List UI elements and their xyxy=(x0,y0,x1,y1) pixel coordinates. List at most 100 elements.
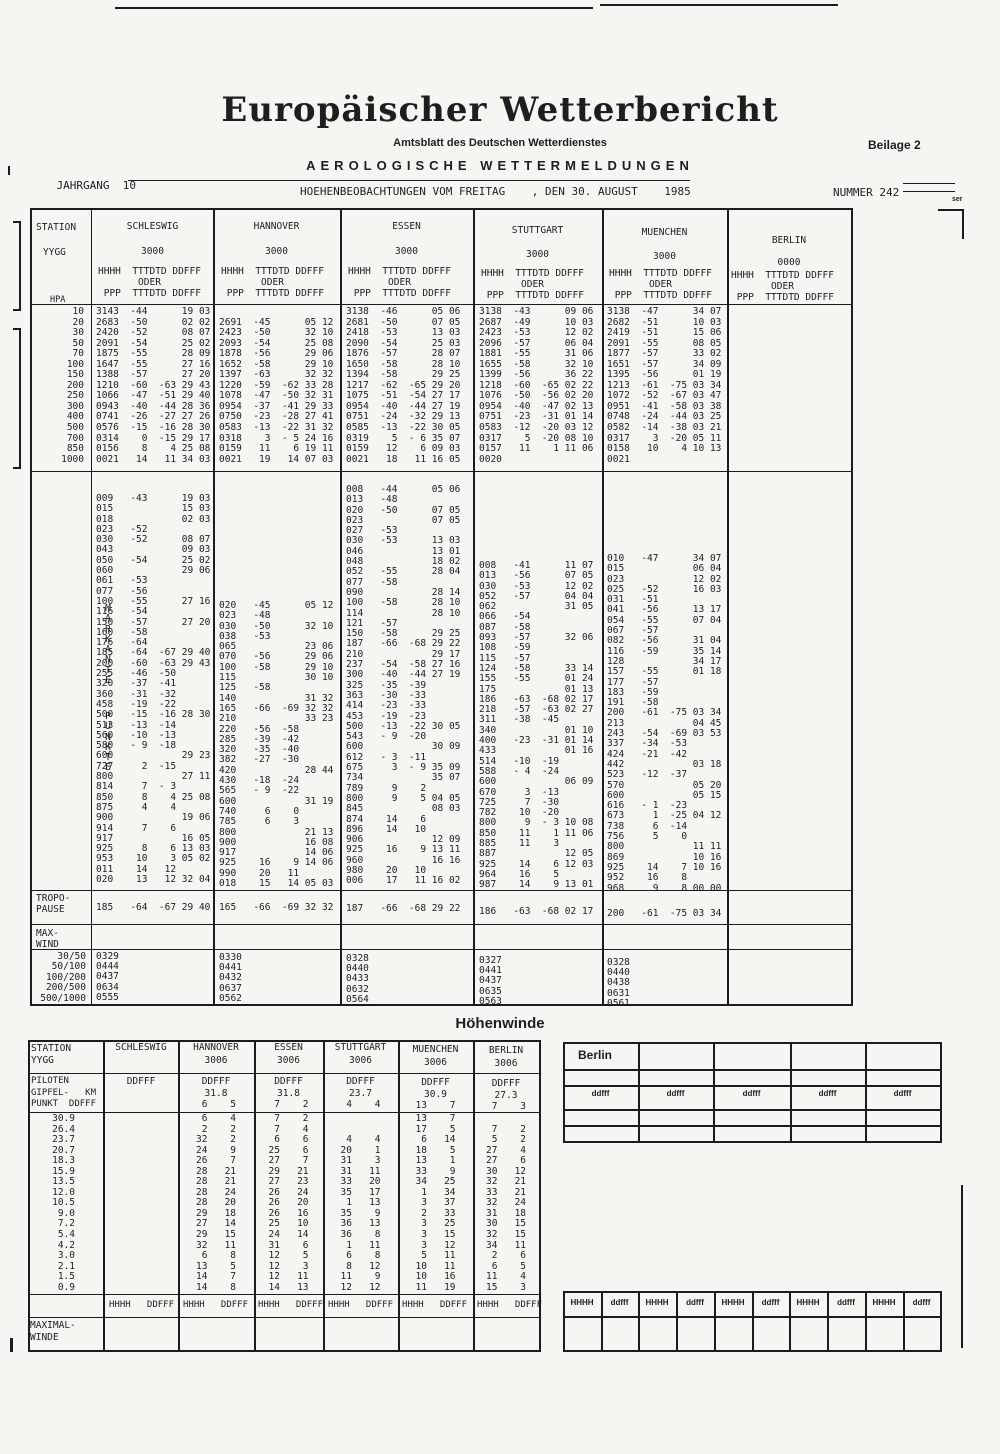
ov-bot-v10 xyxy=(903,1291,905,1352)
left-bracket-1-top xyxy=(13,221,21,223)
main-table-bottom-border xyxy=(30,1004,852,1006)
markante-data-essen: 008 -44 05 06 013 -48 020 -50 07 05 023 … xyxy=(346,484,461,887)
ov-bot-v7 xyxy=(789,1291,791,1352)
maxwind-label: MAX- WIND xyxy=(36,928,59,950)
hw-altitudes: 30.9 26.4 23.7 20.7 18.3 15.9 13.5 12.0 … xyxy=(52,1113,75,1293)
hw-piloten-rule xyxy=(28,1112,541,1113)
hw-piloten-schleswig: DDFFF xyxy=(126,1076,156,1087)
hw-bottom-header-essen: HHHH DDFFF xyxy=(258,1300,324,1310)
main-border-labels xyxy=(91,208,92,1006)
tropopause-schleswig: 185 -64 -67 29 40 xyxy=(96,902,211,913)
nummer-rule-2 xyxy=(903,191,955,192)
station-name-stuttgart: STUTTGART xyxy=(511,225,564,236)
hw-border-1 xyxy=(103,1040,105,1352)
hw-top-border xyxy=(28,1040,541,1042)
hw-winds-essen: 7 2 7 4 6 6 25 6 27 7 29 21 27 23 26 24 … xyxy=(268,1113,309,1293)
station-yygg-essen: 3000 xyxy=(395,246,418,257)
hw-station-hannover: HANNOVER xyxy=(193,1042,239,1053)
hw-station-schleswig: SCHLESWIG xyxy=(115,1042,167,1053)
hw-winds-berlin: 7 2 5 2 27 4 27 6 30 12 32 21 33 21 32 2… xyxy=(485,1123,527,1293)
main-border-stuttgart xyxy=(602,208,604,1006)
hw-station-essen: ESSEN xyxy=(274,1042,303,1053)
layer-winds-schleswig: 0329 0444 0437 0634 0555 xyxy=(96,951,119,1003)
top-rule-right xyxy=(600,4,838,6)
jahrgang-value: 10 xyxy=(122,179,136,192)
ov-top-v1 xyxy=(563,1042,565,1143)
main-table-top-border xyxy=(30,208,852,210)
ov-hhhh-4: HHHH xyxy=(796,1298,820,1307)
pressure-data-schleswig: 3143 -44 19 03 2683 -50 02 02 2420 -52 0… xyxy=(96,306,211,465)
left-bracket-1 xyxy=(19,221,21,311)
right-bracket-top xyxy=(938,209,964,211)
left-bracket-2-bottom xyxy=(13,467,21,469)
hw-border-6 xyxy=(473,1040,475,1352)
hw-bottom-header-hannover: HHHH DDFFF xyxy=(183,1300,249,1310)
col-header-schleswig: HHHH TTTDTD DDFFF ODER PPP TTTDTD DDFFF xyxy=(98,266,201,299)
hw-border-left xyxy=(28,1040,30,1352)
hw-bottom-border xyxy=(28,1350,541,1352)
observation-line: HOEHENBEOBACHTUNGEN VOM FREITAG , DEN 30… xyxy=(300,185,691,198)
top-rule-left xyxy=(115,7,593,9)
station-yygg-schleswig: 3000 xyxy=(141,246,164,257)
hw-winds-muenchen: 13 7 17 5 6 14 18 5 13 1 33 9 34 25 1 34… xyxy=(415,1113,456,1293)
hw-station-berlin: BERLIN xyxy=(488,1045,524,1056)
main-border-schleswig xyxy=(213,208,215,1006)
left-bracket-1-bottom xyxy=(13,309,21,311)
ov-top-v6 xyxy=(940,1042,942,1143)
markante-data-stuttgart: 008 -41 11 07 013 -56 07 05 030 -53 12 0… xyxy=(479,560,594,891)
yygg-label: YYGG xyxy=(43,247,66,258)
ov-ddfff-2: ddfff xyxy=(666,1089,685,1098)
left-bracket-2-top xyxy=(13,328,21,330)
markante-letters: M A R K A N T E xyxy=(105,603,111,687)
ov-top-v2 xyxy=(638,1042,640,1143)
maximal-winde-label: MAXIMAL- WINDE xyxy=(30,1320,76,1343)
tropopause-hannover: 165 -66 -69 32 32 xyxy=(219,902,334,913)
layer-winds-hannover: 0330 0441 0432 0637 0562 xyxy=(219,952,242,1004)
main-border-right xyxy=(851,208,853,1006)
hw-data-rule xyxy=(28,1294,541,1295)
ov-bot-v1 xyxy=(563,1291,565,1352)
station-yygg-muenchen: 3000 xyxy=(653,251,676,262)
ov-top-h2 xyxy=(563,1069,942,1071)
ov-bot-v8 xyxy=(827,1291,829,1352)
ov-top-v4 xyxy=(790,1042,792,1143)
hw-border-3 xyxy=(254,1040,256,1352)
ov-ddfff-b1: ddfff xyxy=(610,1298,629,1307)
layer-labels: 30/50 50/100 100/200 200/500 500/1000 xyxy=(40,951,86,1004)
ov-hhhh-3: HHHH xyxy=(721,1298,745,1307)
main-table-pressure-rule xyxy=(30,471,852,472)
hw-yygg-berlin: 3006 xyxy=(494,1058,518,1069)
bottom-left-tick xyxy=(10,1338,13,1352)
main-border-hannover xyxy=(340,208,342,1006)
hw-station-muenchen: MUENCHEN xyxy=(412,1044,459,1055)
hw-station-label: STATION xyxy=(31,1043,72,1054)
hoehenwinde-title: Höhenwinde xyxy=(455,1015,545,1032)
hw-bottom-header-berlin: HHHH DDFFF xyxy=(477,1300,543,1310)
col-header-essen: HHHH TTTDTD DDFFF ODER PPP TTTDTD DDFFF xyxy=(348,266,451,299)
hw-piloten-label: PILOTEN GIPFEL- KM PUNKT DDFFF xyxy=(31,1076,97,1109)
ov-bot-v11 xyxy=(940,1291,942,1352)
jahrgang-label: JAHRGANG 10 xyxy=(56,179,136,192)
pressure-data-stuttgart: 3138 -43 09 06 2687 -49 10 03 2423 -53 1… xyxy=(479,306,594,465)
ov-ddfff-b5: ddfff xyxy=(912,1298,931,1307)
ov-top-h5 xyxy=(563,1125,942,1127)
layer-winds-muenchen: 0328 0440 0438 0631 0561 xyxy=(607,957,630,1009)
left-bracket-2 xyxy=(19,328,21,469)
pressure-data-muenchen: 3138 -47 34 07 2682 -51 10 03 2419 -51 1… xyxy=(607,306,722,465)
station-yygg-hannover: 3000 xyxy=(265,246,288,257)
hw-yygg-essen: 3006 xyxy=(277,1055,300,1066)
ov-top-h4 xyxy=(563,1109,942,1111)
station-name-berlin: BERLIN xyxy=(771,235,807,246)
nummer-label: NUMMER 242 xyxy=(833,186,900,199)
layer-winds-essen: 0328 0440 0433 0632 0564 xyxy=(346,953,369,1005)
layer-winds-stuttgart: 0327 0441 0437 0635 0563 xyxy=(479,955,502,1007)
hw-bottom-header-stuttgart: HHHH DDFFF xyxy=(328,1300,394,1310)
main-border-essen xyxy=(473,208,475,1006)
col-header-hannover: HHHH TTTDTD DDFFF ODER PPP TTTDTD DDFFF xyxy=(221,266,324,299)
ov-ddfff-b2: ddfff xyxy=(686,1298,704,1307)
hpa-label: HPA xyxy=(50,295,66,305)
ov-bot-v9 xyxy=(865,1291,867,1352)
main-border-muenchen xyxy=(727,208,729,1006)
hw-piloten-hannover: DDFFF 31.8 6 5 xyxy=(201,1076,237,1110)
